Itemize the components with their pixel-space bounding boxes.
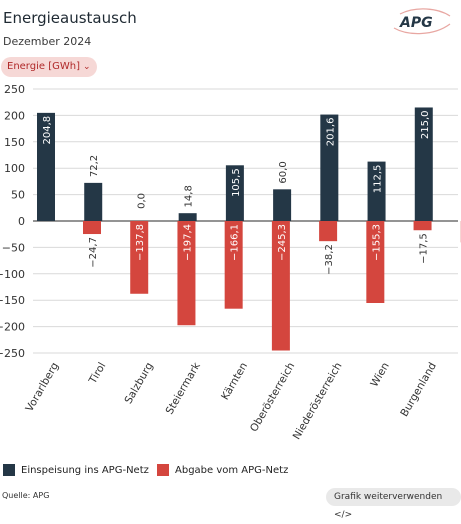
data-label: 215,0 (420, 110, 431, 139)
y-tick-label: 150 (4, 136, 25, 149)
data-label: −137,8 (135, 224, 146, 261)
y-tick-label: 250 (4, 83, 25, 96)
data-label: −245,3 (277, 224, 288, 261)
data-label: −166,1 (230, 224, 241, 261)
data-label: −17,5 (419, 233, 430, 264)
bar-einspeisung[interactable] (273, 189, 291, 221)
y-tick-label: −100 (0, 268, 25, 281)
data-label: 60,0 (278, 161, 289, 183)
data-label: 72,2 (89, 155, 100, 177)
apg-logo: APG (390, 6, 454, 36)
data-label: −38,2 (324, 244, 335, 275)
y-tick-label: 100 (4, 162, 25, 175)
reuse-chart-button[interactable]: Grafik weiterverwenden </> (326, 488, 461, 506)
x-tick-label: Oberösterreich (248, 361, 297, 435)
bar-einspeisung[interactable] (84, 183, 102, 221)
legend-item-abgabe[interactable]: Abgabe vom APG-Netz (157, 464, 288, 476)
legend-item-einspeisung[interactable]: Einspeisung ins APG-Netz (3, 464, 149, 476)
source-note: Quelle: APG (2, 491, 49, 500)
y-tick-label: −250 (0, 347, 25, 360)
x-tick-label: Vorarlberg (23, 361, 61, 414)
page-title: Energieaustausch (3, 9, 137, 27)
data-label: 204,8 (42, 116, 53, 145)
y-tick-label: 0 (18, 215, 25, 228)
x-tick-label: Burgenland (398, 361, 439, 419)
data-label: 14,8 (184, 185, 195, 207)
legend-label-einspeisung: Einspeisung ins APG-Netz (21, 465, 149, 476)
bar-chart: 250 200 150 100 50 0 −50 −100 −150 −200 −250 204,8 −… (0, 80, 461, 455)
y-tick-label: −50 (2, 241, 25, 254)
data-label: 105,5 (231, 168, 242, 197)
x-tick-label: Tirol (86, 361, 108, 387)
energy-unit-dropdown[interactable]: Energie [GWh] ⌄ (1, 57, 97, 77)
legend-label-abgabe: Abgabe vom APG-Netz (175, 465, 288, 476)
page-subtitle: Dezember 2024 (3, 35, 91, 48)
x-tick-label: Wien (368, 361, 391, 390)
y-tick-label: 50 (11, 189, 25, 202)
y-tick-label: 200 (4, 109, 25, 122)
bar-abgabe[interactable] (414, 221, 432, 230)
x-tick-label: Kärnten (219, 361, 250, 403)
bar-abgabe[interactable] (83, 221, 101, 234)
y-tick-label: −200 (0, 321, 25, 334)
data-label: 0,0 (136, 193, 147, 209)
x-tick-label: Niederösterreich (291, 361, 345, 442)
data-label: 201,6 (325, 118, 336, 147)
chevron-down-icon: ⌄ (83, 57, 91, 77)
legend-swatch-einspeisung (3, 464, 15, 476)
energy-unit-label: Energie [GWh] (7, 57, 80, 77)
apg-logo-text: APG (399, 15, 433, 31)
data-label: −197,4 (182, 224, 193, 261)
bar-einspeisung[interactable] (179, 213, 197, 221)
x-tick-label: Steiermark (164, 360, 204, 417)
data-label: 112,5 (373, 165, 384, 194)
bar-abgabe[interactable] (319, 221, 337, 241)
data-label: −24,7 (88, 237, 99, 268)
y-tick-label: −150 (0, 294, 25, 307)
x-tick-label: Salzburg (122, 361, 155, 407)
legend-swatch-abgabe (157, 464, 169, 476)
data-label: −155,3 (371, 224, 382, 261)
